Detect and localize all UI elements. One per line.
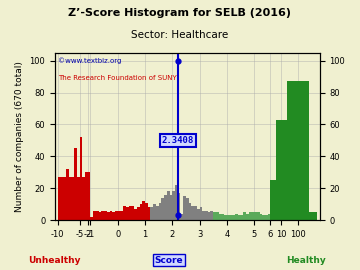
- Bar: [99, 212, 102, 220]
- Bar: [202, 211, 205, 220]
- Bar: [71, 177, 74, 220]
- Bar: [180, 214, 183, 220]
- Bar: [142, 201, 145, 220]
- Bar: [123, 206, 126, 220]
- Text: The Research Foundation of SUNY: The Research Foundation of SUNY: [58, 75, 176, 80]
- Bar: [224, 215, 227, 220]
- Bar: [107, 212, 109, 220]
- Bar: [183, 196, 186, 220]
- Text: Sector: Healthcare: Sector: Healthcare: [131, 30, 229, 40]
- Bar: [221, 214, 224, 220]
- Bar: [189, 202, 192, 220]
- Bar: [309, 212, 317, 220]
- Bar: [170, 195, 172, 220]
- Text: 2.3408: 2.3408: [162, 136, 194, 145]
- Bar: [243, 212, 246, 220]
- Bar: [164, 195, 167, 220]
- Y-axis label: Number of companies (670 total): Number of companies (670 total): [15, 61, 24, 212]
- Bar: [145, 202, 148, 220]
- Bar: [115, 211, 118, 220]
- Bar: [85, 172, 88, 220]
- Text: Unhealthy: Unhealthy: [28, 256, 80, 265]
- Bar: [276, 120, 287, 220]
- Bar: [96, 211, 99, 220]
- Bar: [88, 172, 90, 220]
- Text: Healthy: Healthy: [286, 256, 326, 265]
- Bar: [66, 169, 69, 220]
- Bar: [216, 212, 219, 220]
- Bar: [192, 206, 194, 220]
- Bar: [238, 215, 240, 220]
- Bar: [227, 215, 230, 220]
- Text: Score: Score: [155, 256, 183, 265]
- Bar: [74, 148, 77, 220]
- Bar: [118, 211, 121, 220]
- Bar: [232, 215, 235, 220]
- Bar: [161, 198, 164, 220]
- Bar: [82, 177, 85, 220]
- Bar: [156, 206, 159, 220]
- Bar: [199, 207, 202, 220]
- Bar: [208, 212, 211, 220]
- Bar: [69, 177, 71, 220]
- Bar: [213, 212, 216, 220]
- Bar: [140, 204, 142, 220]
- Bar: [77, 177, 80, 220]
- Bar: [219, 214, 221, 220]
- Bar: [260, 214, 262, 220]
- Bar: [172, 191, 175, 220]
- Bar: [126, 207, 129, 220]
- Bar: [175, 185, 178, 220]
- Bar: [90, 217, 93, 220]
- Bar: [137, 207, 140, 220]
- Bar: [257, 212, 260, 220]
- Bar: [148, 207, 150, 220]
- Bar: [178, 193, 180, 220]
- Bar: [254, 212, 257, 220]
- Bar: [249, 212, 251, 220]
- Bar: [265, 215, 268, 220]
- Bar: [246, 214, 249, 220]
- Bar: [262, 215, 265, 220]
- Bar: [251, 212, 254, 220]
- Bar: [153, 204, 156, 220]
- Bar: [211, 211, 213, 220]
- Bar: [104, 211, 107, 220]
- Bar: [93, 211, 96, 220]
- Bar: [270, 180, 276, 220]
- Bar: [131, 206, 134, 220]
- Bar: [102, 211, 104, 220]
- Bar: [112, 212, 115, 220]
- Bar: [287, 82, 309, 220]
- Bar: [268, 214, 270, 220]
- Bar: [150, 207, 153, 220]
- Bar: [240, 215, 243, 220]
- Bar: [186, 198, 189, 220]
- Bar: [205, 211, 208, 220]
- Bar: [194, 206, 197, 220]
- Text: ©www.textbiz.org: ©www.textbiz.org: [58, 58, 121, 65]
- Bar: [58, 177, 60, 220]
- Text: Z’-Score Histogram for SELB (2016): Z’-Score Histogram for SELB (2016): [68, 8, 292, 18]
- Bar: [129, 206, 131, 220]
- Bar: [109, 211, 112, 220]
- Bar: [134, 209, 137, 220]
- Bar: [230, 215, 232, 220]
- Bar: [80, 137, 82, 220]
- Bar: [235, 214, 238, 220]
- Bar: [197, 209, 199, 220]
- Bar: [63, 177, 66, 220]
- Bar: [121, 211, 123, 220]
- Bar: [167, 191, 170, 220]
- Bar: [60, 177, 63, 220]
- Bar: [159, 202, 161, 220]
